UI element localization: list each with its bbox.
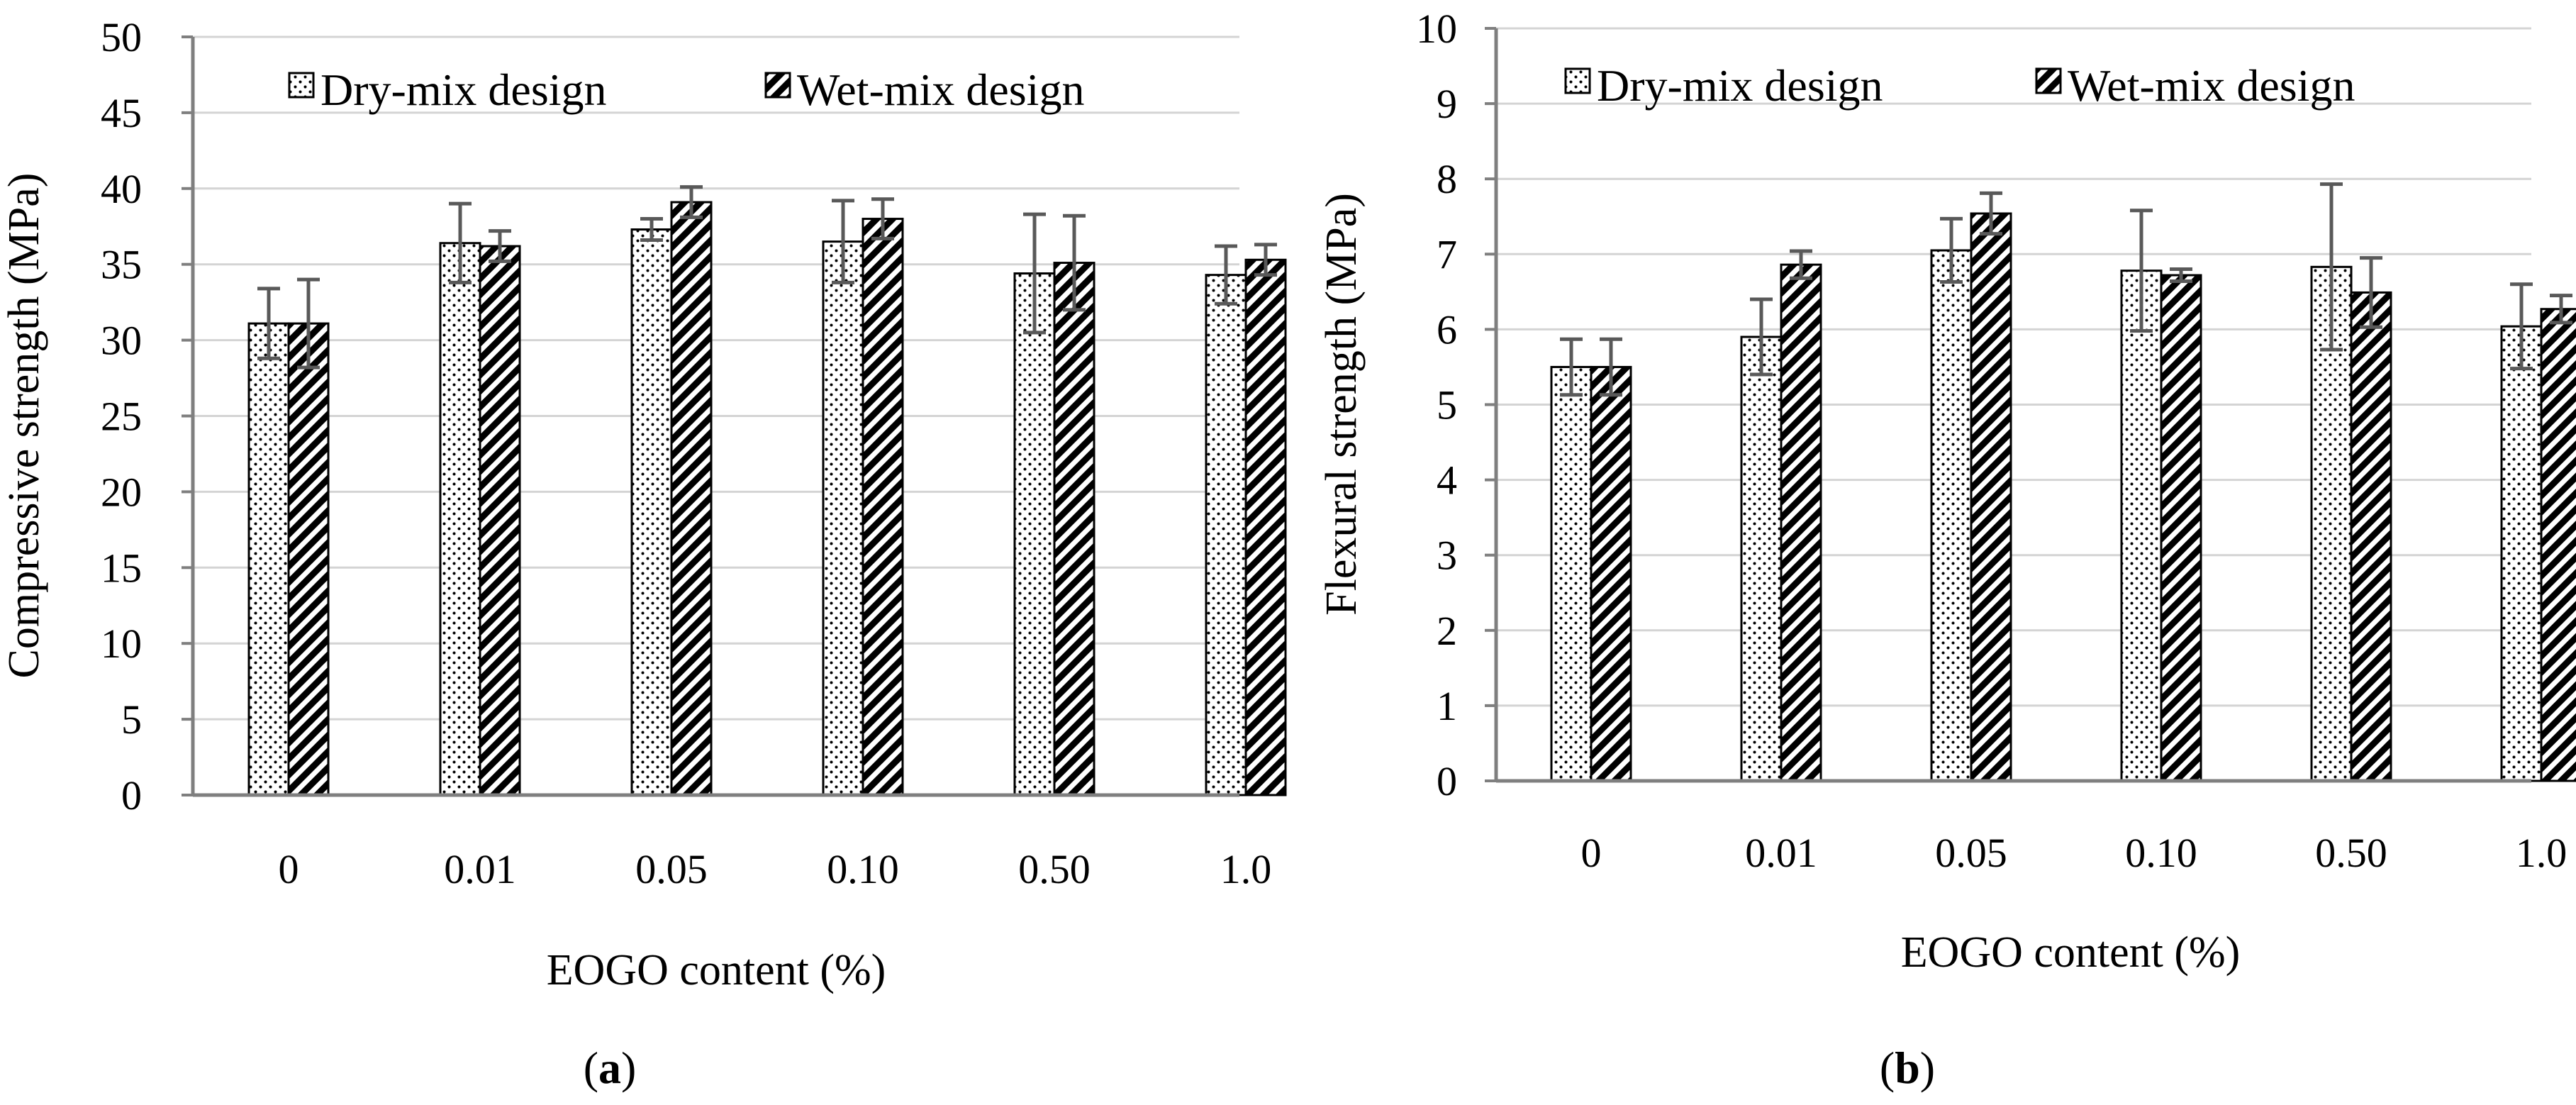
bar-dry-0	[1550, 365, 1593, 782]
y-axis-title: Compressive strength (MPa)	[0, 173, 48, 679]
x-tick-label: 0.50	[2315, 830, 2387, 876]
bar-dry-0.05	[630, 228, 673, 796]
bar-wet-0.01	[1780, 263, 1822, 782]
legend-label-dry: Dry-mix design	[1597, 60, 1883, 111]
x-tick-label: 0.01	[1745, 830, 1817, 876]
gridlines	[193, 35, 1239, 721]
y-tick-label: 8	[1437, 156, 1457, 202]
y-tick-label: 40	[101, 166, 142, 212]
y-axis-title: Flexural strength (MPa)	[1317, 193, 1366, 616]
y-tick-label: 30	[101, 318, 142, 364]
y-tick-label: 3	[1437, 533, 1457, 579]
x-tick-label: 0.10	[827, 846, 899, 892]
y-tick-label: 0	[121, 772, 142, 818]
x-tick-label: 0.05	[635, 846, 708, 892]
bar-dry-0.50	[1013, 272, 1056, 796]
bar-wet-0.10	[862, 218, 904, 796]
bar-wet-0.05	[670, 201, 713, 796]
bar-wet-0	[287, 322, 330, 796]
y-tick-label: 25	[101, 394, 142, 440]
axes	[1485, 27, 2531, 783]
bars	[1550, 212, 2576, 782]
error-bars	[1560, 182, 2572, 397]
bar-wet-0.10	[2160, 274, 2202, 782]
x-tick-label: 0.50	[1018, 846, 1091, 892]
x-tick-labels: 0 0.01 0.05 0.10 0.50 1.0	[279, 846, 1272, 892]
bar-dry-0	[247, 322, 290, 796]
y-tick-label: 20	[101, 469, 142, 515]
legend-swatch-dry	[1564, 67, 1591, 94]
y-tick-label: 10	[1416, 6, 1457, 52]
x-tick-labels: 0 0.01 0.05 0.10 0.50 1.0	[1581, 830, 2567, 876]
y-tick-label: 6	[1437, 306, 1457, 352]
bar-dry-0.10	[822, 240, 864, 796]
bars	[247, 201, 1287, 796]
bar-wet-0.01	[479, 245, 521, 796]
y-tick-label: 7	[1437, 231, 1457, 277]
bar-dry-1.0	[2500, 325, 2543, 782]
y-tick-label: 45	[101, 90, 142, 136]
y-tick-label: 5	[121, 696, 142, 743]
x-tick-label: 0	[1581, 830, 1602, 876]
bar-wet-0.50	[1053, 262, 1095, 796]
y-tick-label: 35	[101, 242, 142, 288]
legend: Dry-mix design Wet-mix design	[288, 65, 1084, 115]
bar-wet-0.05	[1970, 212, 2012, 782]
y-tick-label: 10	[101, 621, 142, 667]
y-tick-label: 50	[101, 14, 142, 60]
flexural-strength-chart: 0 1 2 3 4 5 6 7 8 9 10 0 0.01 0.05 0.10 0.50 1.0 Flexur…	[1317, 6, 2576, 1093]
bar-wet-1.0	[2540, 308, 2576, 782]
error-bars	[257, 185, 1277, 370]
x-tick-label: 0.05	[1935, 830, 2007, 876]
y-tick-labels: 0 1 2 3 4 5 6 7 8 9 10	[1416, 6, 1457, 804]
legend-label-wet: Wet-mix design	[2068, 60, 2355, 111]
compressive-strength-chart: 0 5 10 15 20 25 30 35 40 45 50 0 0.01 0.05 0.10 0.50 1.…	[0, 14, 1287, 1093]
y-tick-label: 9	[1437, 81, 1457, 127]
legend-swatch-wet	[764, 72, 791, 99]
bar-wet-0.50	[2350, 291, 2392, 782]
panel-label-b: (b)	[1880, 1043, 1935, 1093]
legend-swatch-wet	[2035, 67, 2062, 94]
y-tick-label: 1	[1437, 683, 1457, 729]
bar-dry-0.01	[1740, 335, 1783, 782]
y-tick-label: 0	[1437, 758, 1457, 804]
x-tick-label: 0.01	[444, 846, 516, 892]
bar-dry-0.05	[1930, 249, 1973, 782]
y-tick-label: 4	[1437, 457, 1457, 504]
axes	[182, 35, 1239, 797]
legend-swatch-dry	[288, 72, 315, 99]
bar-dry-1.0	[1205, 274, 1247, 796]
bar-dry-0.10	[2120, 270, 2163, 782]
legend-label-dry: Dry-mix design	[320, 65, 607, 115]
x-tick-label: 0	[279, 846, 299, 892]
bar-wet-1.0	[1244, 258, 1287, 796]
y-tick-labels: 0 5 10 15 20 25 30 35 40 45 50	[101, 14, 142, 818]
y-tick-label: 2	[1437, 608, 1457, 654]
panel-label-a: (a)	[584, 1043, 637, 1093]
legend: Dry-mix design Wet-mix design	[1564, 60, 2355, 111]
x-axis-title: EOGO content (%)	[547, 946, 886, 994]
y-tick-label: 5	[1437, 382, 1457, 428]
x-tick-label: 0.10	[2125, 830, 2197, 876]
x-tick-label: 1.0	[1220, 846, 1272, 892]
x-axis-title: EOGO content (%)	[1901, 928, 2241, 977]
bar-dry-0.01	[439, 242, 481, 796]
x-tick-label: 1.0	[2516, 830, 2567, 876]
y-tick-label: 15	[101, 545, 142, 591]
bar-wet-0	[1590, 365, 1632, 782]
legend-label-wet: Wet-mix design	[797, 65, 1084, 115]
